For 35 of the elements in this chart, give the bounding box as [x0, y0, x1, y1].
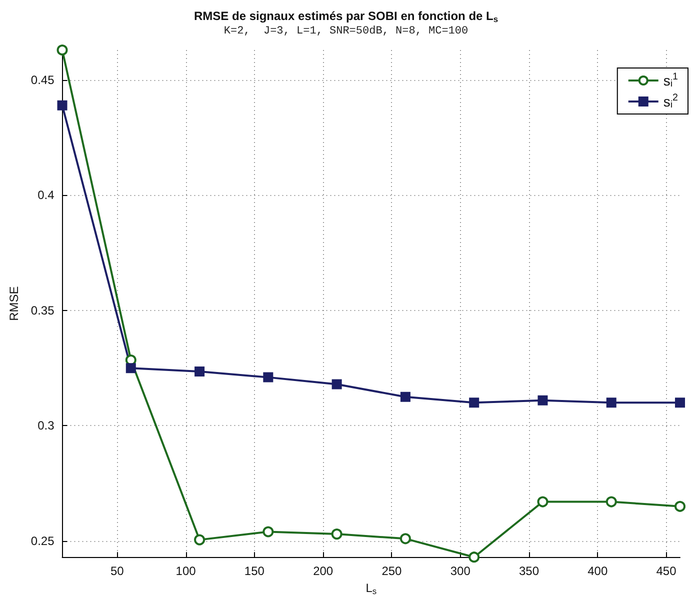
- point: [469, 398, 480, 408]
- point: [56, 44, 68, 56]
- x-tick-label: 200: [313, 564, 334, 578]
- x-tick-label: 50: [110, 564, 124, 578]
- point: [400, 533, 411, 544]
- y-tick-label: 0.35: [30, 303, 55, 318]
- point: [675, 398, 685, 408]
- point: [194, 534, 206, 546]
- point: [263, 372, 274, 382]
- x-tick-label: 250: [382, 564, 402, 578]
- y-tick-label: 0.4: [38, 188, 55, 202]
- x-tick-label: 400: [588, 564, 608, 578]
- chart-subtitle: K=2, J=3, L=1, SNR=50dB, N=8, MC=100: [224, 26, 468, 38]
- y-axis-title: RMSE: [7, 286, 21, 321]
- x-tick-label: 450: [656, 564, 677, 578]
- point: [126, 363, 136, 374]
- y-tick-label: 0.3: [38, 418, 55, 433]
- point: [537, 496, 548, 508]
- point: [674, 500, 686, 512]
- point: [194, 366, 205, 377]
- x-tick-label: 100: [176, 564, 196, 578]
- point: [332, 379, 342, 390]
- point: [331, 528, 342, 540]
- point: [606, 496, 617, 508]
- point: [400, 392, 410, 402]
- point: [538, 395, 548, 406]
- point: [468, 552, 480, 563]
- x-tick-label: 350: [518, 564, 540, 578]
- point: [606, 398, 616, 408]
- y-tick-label: 0.25: [30, 534, 55, 548]
- y-tick-label: 0.45: [30, 72, 55, 87]
- x-tick-label: 300: [450, 564, 471, 578]
- point: [262, 526, 274, 538]
- x-tick-label: 150: [244, 564, 265, 578]
- point: [57, 100, 68, 110]
